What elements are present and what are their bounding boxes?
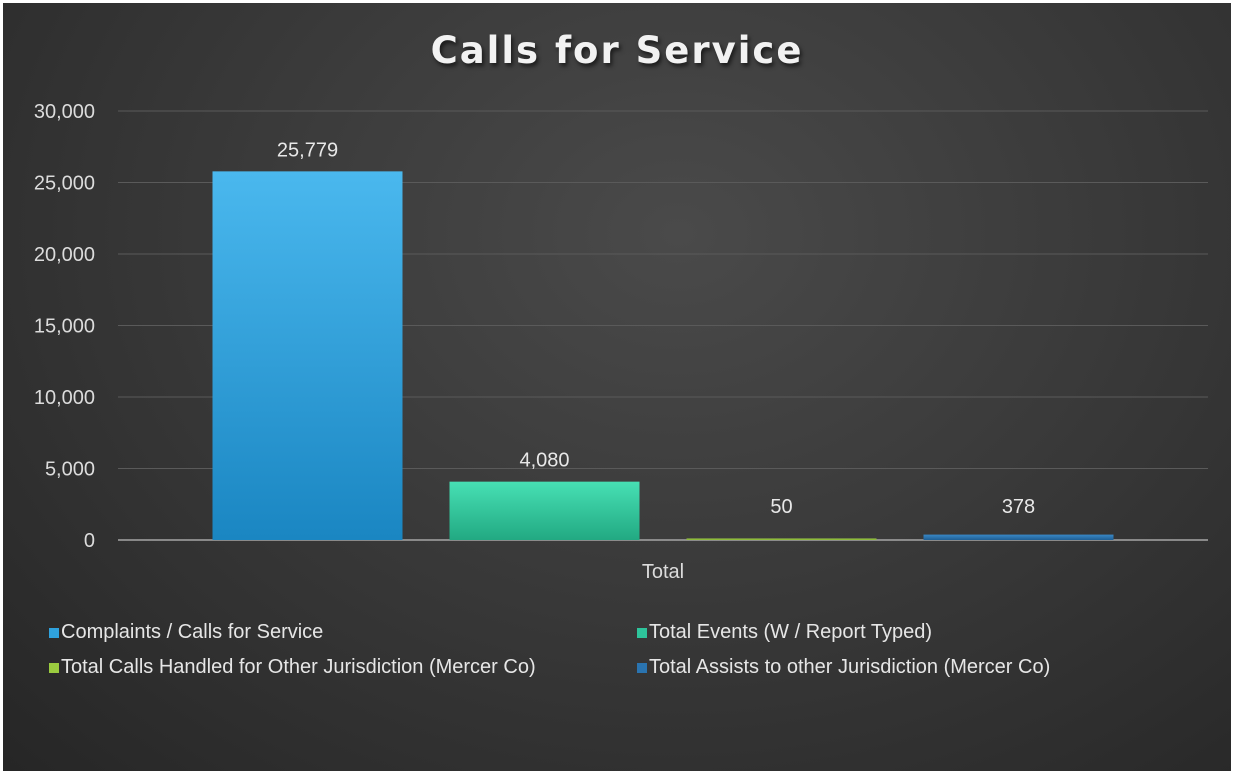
legend-label: Total Calls Handled for Other Jurisdicti… xyxy=(61,656,536,678)
y-tick-label: 10,000 xyxy=(34,387,95,409)
y-tick-label: 30,000 xyxy=(34,101,95,123)
chart-legend: Complaints / Calls for Service Total Even… xyxy=(49,621,1229,679)
x-category-label: Total xyxy=(642,561,684,583)
data-label: 4,080 xyxy=(519,450,569,472)
legend-label: Total Events (W / Report Typed) xyxy=(649,621,933,643)
y-tick-label: 0 xyxy=(84,530,95,552)
legend-swatch xyxy=(637,662,647,673)
bar-1 xyxy=(212,171,403,541)
y-tick-label: 15,000 xyxy=(34,316,95,338)
data-label: 50 xyxy=(770,496,792,518)
data-label: 378 xyxy=(1002,496,1035,518)
legend-label: Complaints / Calls for Service xyxy=(61,621,324,643)
data-label: 25,779 xyxy=(277,139,338,161)
legend-item: Total Events (W / Report Typed) xyxy=(637,621,1197,644)
bar-2 xyxy=(449,481,640,540)
y-tick-label: 5,000 xyxy=(45,459,95,481)
y-tick-label: 25,000 xyxy=(34,173,95,195)
chart-area: Calls for Service 0 5,000 10,000 15,000 20,0… xyxy=(3,3,1231,771)
bar-3 xyxy=(686,538,877,540)
chart-title: Calls for Service xyxy=(430,29,804,72)
legend-swatch xyxy=(49,662,59,673)
legend-label: Total Assists to other Jurisdiction (Mer… xyxy=(649,656,1051,678)
chart-plot: 0 5,000 10,000 15,000 20,000 25,000 30,000 25,7… xyxy=(34,101,1208,583)
y-tick-label: 20,000 xyxy=(34,244,95,266)
legend-item: Complaints / Calls for Service xyxy=(49,621,637,644)
legend-swatch xyxy=(49,627,59,638)
legend-item: Total Calls Handled for Other Jurisdicti… xyxy=(49,656,637,679)
legend-item: Total Assists to other Jurisdiction (Mer… xyxy=(637,656,1197,679)
legend-swatch xyxy=(637,627,647,638)
bar-4 xyxy=(923,534,1114,540)
